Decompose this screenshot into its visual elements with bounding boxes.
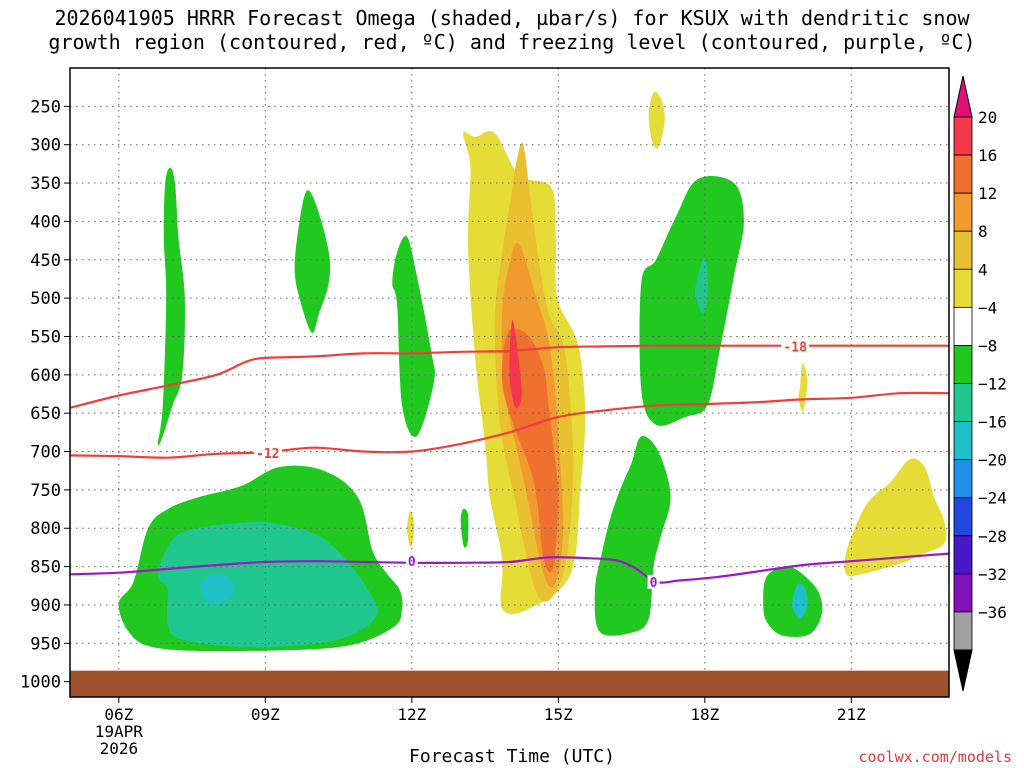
omega-region-green <box>157 167 185 446</box>
colorbar-label: 20 <box>978 108 997 127</box>
colorbar-swatch <box>953 611 973 651</box>
contour-label: -12 <box>253 446 282 462</box>
y-tick-label: 600 <box>30 366 61 386</box>
colorbar-swatch <box>953 383 973 422</box>
omega-region-green <box>392 236 435 437</box>
y-tick-label: 750 <box>30 481 61 501</box>
colorbar-label: −36 <box>978 603 1007 622</box>
y-tick-label: 650 <box>30 404 61 424</box>
x-axis-label: Forecast Time (UTC) <box>409 746 615 767</box>
contour-label-bg <box>781 339 810 354</box>
colorbar-label: −24 <box>978 489 1007 508</box>
colorbar-swatch <box>953 535 973 575</box>
y-tick-label: 800 <box>30 519 61 539</box>
omega-region-green <box>460 508 469 548</box>
y-tick-label: 1000 <box>20 673 61 693</box>
colorbar-label: −20 <box>978 451 1007 470</box>
colorbar-label: −28 <box>978 527 1007 546</box>
x-tick-label: 18Z <box>690 705 719 724</box>
contour-label: -18 <box>781 339 810 355</box>
colorbar-label: −12 <box>978 375 1007 394</box>
colorbar-label: 8 <box>978 222 988 241</box>
y-tick-label: 450 <box>30 251 61 271</box>
x-tick-sublabel: 19APR <box>95 722 144 741</box>
contour-label-text: 0 <box>650 576 658 591</box>
x-tick-label: 09Z <box>251 705 280 724</box>
colorbar-swatch <box>953 154 973 194</box>
colorbar: 20 16 12 8 4 −4 −8 −12 −16 −20 −24 −28 −32 −36 <box>953 75 1007 692</box>
x-tick-label: 15Z <box>544 705 573 724</box>
ground-fill <box>70 670 949 697</box>
chart-title-line-1: 2026041905 HRRR Forecast Omega (shaded, … <box>54 6 970 30</box>
contour-label-text: -18 <box>783 340 807 355</box>
y-tick-label: 900 <box>30 596 61 616</box>
contour-label-bg <box>647 574 660 589</box>
omega-region-cyan <box>791 583 808 619</box>
contour-label-text: -12 <box>256 447 279 462</box>
colorbar-swatch <box>953 306 973 346</box>
colorbar-swatch <box>953 345 973 384</box>
temperature-contours: -12 -18 0 0 <box>70 339 949 591</box>
chart-title-line-2: growth region (contoured, red, ºC) and f… <box>48 30 976 54</box>
colorbar-swatch <box>953 497 973 537</box>
colorbar-label: 12 <box>978 184 997 203</box>
colorbar-label: 16 <box>978 146 997 165</box>
omega-region-yellow <box>406 511 415 548</box>
y-tick-label: 500 <box>30 289 61 309</box>
contour-line <box>70 552 949 584</box>
omega-region-green <box>594 435 671 636</box>
omega-shaded-regions <box>118 91 947 651</box>
omega-region-yellow <box>648 91 665 149</box>
colorbar-top-arrow <box>953 75 973 118</box>
colorbar-swatch <box>953 192 973 232</box>
credit-text: coolwx.com/models <box>858 748 1012 766</box>
omega-region-yellow <box>844 458 947 577</box>
colorbar-swatch <box>953 421 973 461</box>
omega-region-yellow <box>798 363 808 412</box>
y-tick-label: 850 <box>30 558 61 578</box>
y-tick-label: 350 <box>30 174 61 194</box>
colorbar-label: −16 <box>978 413 1007 432</box>
pressure-axis: 250 300 350 400 450 500 550 600 650 700 750 800 850 9… <box>20 97 70 693</box>
omega-region-red <box>509 320 522 409</box>
colorbar-label: 4 <box>978 260 988 279</box>
plot-frame <box>69 67 950 698</box>
colorbar-swatch <box>953 116 973 156</box>
colorbar-label: −4 <box>978 298 997 317</box>
colorbar-swatch <box>953 268 973 308</box>
chart-title: 2026041905 HRRR Forecast Omega (shaded, … <box>0 6 1024 54</box>
y-tick-label: 700 <box>30 443 61 463</box>
x-tick-sublabel: 2026 <box>100 739 139 758</box>
omega-region-green <box>294 190 331 333</box>
y-tick-label: 550 <box>30 327 61 347</box>
colorbar-swatch <box>953 230 973 270</box>
contour-label: 0 <box>405 554 418 570</box>
contour-label-bg <box>253 446 282 461</box>
y-tick-label: 300 <box>30 136 61 156</box>
omega-region-teal <box>157 521 378 648</box>
y-tick-label: 950 <box>30 634 61 654</box>
contour-line <box>70 391 949 459</box>
colorbar-label: −8 <box>978 336 997 355</box>
y-tick-label: 250 <box>30 97 61 117</box>
x-tick-label: 06Z <box>104 705 133 724</box>
contour-label-bg <box>405 554 418 569</box>
ground-layer <box>70 670 949 697</box>
x-tick-label: 21Z <box>837 705 866 724</box>
x-tick-label: 12Z <box>397 705 426 724</box>
colorbar-swatch <box>953 459 973 499</box>
colorbar-label: −32 <box>978 565 1007 584</box>
contour-label-text: 0 <box>408 555 416 570</box>
colorbar-swatch <box>953 573 973 613</box>
omega-region-cyan <box>200 574 234 604</box>
omega-region-green <box>639 176 744 426</box>
y-tick-label: 400 <box>30 212 61 232</box>
contour-label: 0 <box>647 574 660 591</box>
colorbar-bottom-arrow <box>953 649 973 692</box>
